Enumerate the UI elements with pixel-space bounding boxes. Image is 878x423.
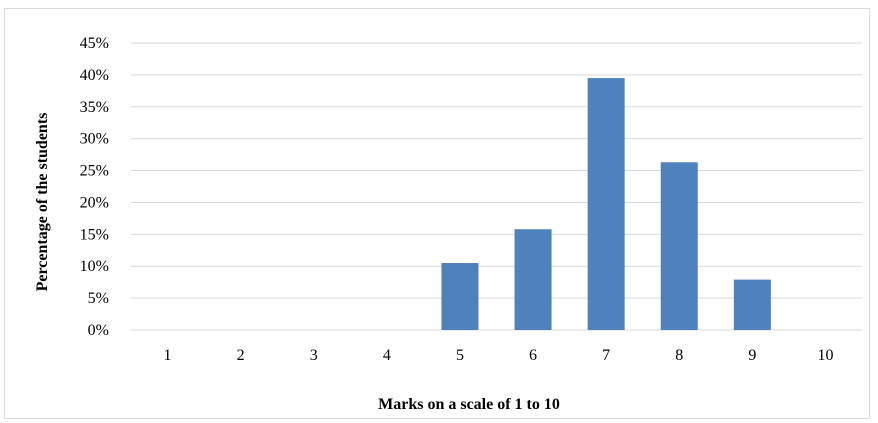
y-axis-ticks: 0% 5% 10% 15% 20% 25% 30% 35% 40% 45%	[80, 35, 109, 339]
y-tick-label: 20%	[80, 194, 109, 211]
x-axis-ticks: 1 2 3 4 5 6 7 8 9 10	[164, 347, 834, 364]
x-tick-label: 6	[529, 347, 537, 364]
bars	[441, 78, 771, 330]
y-tick-label: 15%	[80, 226, 109, 243]
y-tick-label: 30%	[80, 131, 109, 148]
x-axis-title: Marks on a scale of 1 to 10	[378, 396, 560, 413]
x-tick-label: 1	[164, 347, 172, 364]
bar	[514, 229, 552, 330]
x-tick-label: 7	[602, 347, 610, 364]
y-tick-label: 45%	[80, 35, 109, 52]
x-tick-label: 4	[383, 347, 391, 364]
chart-frame	[4, 8, 870, 419]
x-tick-label: 2	[237, 347, 245, 364]
bar	[441, 263, 479, 330]
y-tick-label: 10%	[80, 258, 109, 275]
y-tick-label: 40%	[80, 67, 109, 84]
bar	[660, 162, 698, 330]
x-tick-label: 3	[310, 347, 318, 364]
x-tick-label: 10	[817, 347, 833, 364]
y-tick-label: 0%	[88, 322, 109, 339]
bar	[587, 78, 625, 330]
y-axis-title: Percentage of the students	[34, 113, 51, 292]
x-tick-label: 5	[456, 347, 464, 364]
bar	[733, 279, 771, 330]
y-tick-label: 35%	[80, 99, 109, 116]
y-tick-label: 5%	[88, 290, 109, 307]
x-tick-label: 9	[748, 347, 756, 364]
x-tick-label: 8	[675, 347, 683, 364]
y-tick-label: 25%	[80, 163, 109, 180]
